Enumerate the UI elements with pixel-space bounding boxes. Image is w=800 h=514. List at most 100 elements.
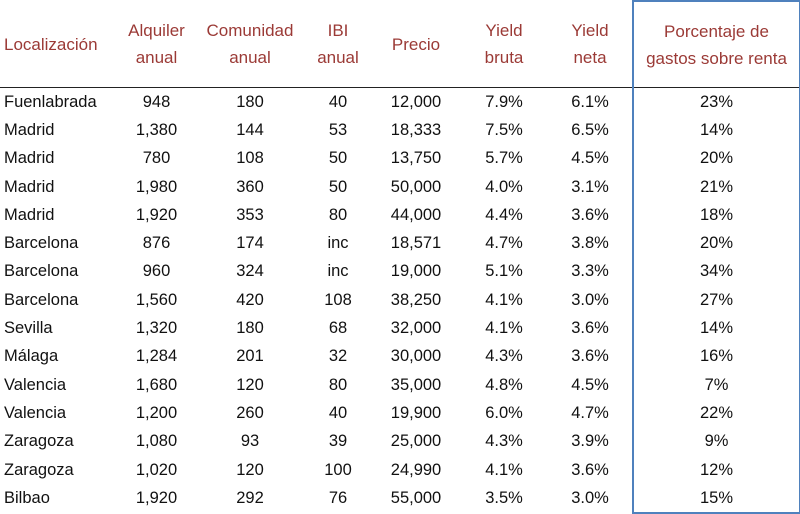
table-row: Barcelona 960 324 inc 19,000 5.1% 3.3% 34% [0,257,800,287]
cell-comunidad-anual: 174 [236,234,264,253]
cell-yield-bruta: 4.3% [485,347,523,366]
cell-comunidad-anual: 120 [236,375,264,394]
cell-yield-neta: 3.6% [571,347,609,366]
header-alquiler-anual: Alquiler anual [117,1,196,88]
cell-ibi-anual: 50 [328,149,348,168]
cell-precio: 35,000 [390,375,442,394]
cell-comunidad-anual: 144 [236,120,264,139]
cell-precio: 44,000 [390,205,442,224]
header-line: anual [317,48,359,67]
cell-yield-neta: 6.5% [571,120,609,139]
cell-localizacion: Sevilla [4,319,53,338]
cell-yield-neta: 4.5% [571,149,609,168]
cell-localizacion: Barcelona [4,290,79,309]
cell-localizacion: Madrid [4,205,55,224]
cell-ibi-anual: inc [327,234,349,253]
header-localizacion: Localización [0,1,117,88]
cell-alquiler-anual: 948 [142,92,171,111]
table-row: Madrid 1,380 144 53 18,333 7.5% 6.5% 14% [0,116,800,145]
cell-yield-bruta: 7.5% [485,120,523,139]
cell-localizacion: Zaragoza [4,432,74,451]
cell-ibi-anual: inc [327,262,349,281]
cell-comunidad-anual: 420 [236,290,264,309]
cell-alquiler-anual: 780 [142,149,171,168]
cell-localizacion: Madrid [4,120,55,139]
cell-yield-bruta: 5.7% [485,149,523,168]
cell-porcentaje-gastos: 16% [632,342,800,371]
cell-comunidad-anual: 93 [240,432,260,451]
cell-precio: 19,900 [390,403,442,422]
cell-yield-neta: 4.7% [571,403,609,422]
header-yield-bruta: Yield bruta [460,1,548,88]
header-line: anual [229,48,271,67]
cell-yield-bruta: 4.7% [485,234,523,253]
cell-yield-neta: 3.8% [571,234,609,253]
cell-localizacion: Madrid [4,149,55,168]
cell-ibi-anual: 100 [324,460,352,479]
table-row: Sevilla 1,320 180 68 32,000 4.1% 3.6% 14% [0,314,800,343]
cell-porcentaje-gastos: 20% [632,229,800,258]
cell-yield-bruta: 4.0% [485,177,523,196]
cell-porcentaje-gastos: 21% [632,172,800,202]
cell-ibi-anual: 80 [328,375,348,394]
header-line: anual [135,48,178,67]
cell-localizacion: Barcelona [4,234,79,253]
cell-yield-neta: 3.1% [571,177,609,196]
table-row: Madrid 1,920 353 80 44,000 4.4% 3.6% 18% [0,201,800,230]
table-row: Valencia 1,680 120 80 35,000 4.8% 4.5% 7% [0,370,800,400]
cell-porcentaje-gastos: 22% [632,399,800,428]
cell-alquiler-anual: 1,020 [135,460,178,479]
cell-precio: 25,000 [390,432,442,451]
cell-yield-neta: 4.5% [571,375,609,394]
cell-yield-bruta: 4.1% [485,460,523,479]
cell-yield-bruta: 4.1% [485,319,523,338]
cell-yield-bruta: 4.1% [485,290,523,309]
cell-localizacion: Valencia [4,403,67,422]
cell-alquiler-anual: 1,380 [135,120,178,139]
table-row: Zaragoza 1,080 93 39 25,000 4.3% 3.9% 9% [0,427,800,456]
cell-ibi-anual: 40 [328,92,348,111]
cell-ibi-anual: 68 [328,319,348,338]
header-ibi-anual: IBI anual [304,1,372,88]
cell-porcentaje-gastos: 9% [632,427,800,456]
cell-alquiler-anual: 1,980 [135,177,178,196]
cell-comunidad-anual: 180 [236,92,264,111]
cell-yield-neta: 3.3% [571,262,609,281]
cell-comunidad-anual: 120 [236,460,264,479]
cell-alquiler-anual: 1,320 [135,319,178,338]
cell-porcentaje-gastos: 27% [632,286,800,315]
cell-alquiler-anual: 1,560 [135,290,178,309]
header-line: Porcentaje de [664,21,769,41]
header-comunidad-anual: Comunidad anual [196,1,304,88]
cell-precio: 38,250 [390,290,442,309]
cell-porcentaje-gastos: 15% [632,484,800,514]
header-line: Precio [391,34,441,54]
cell-localizacion: Fuenlabrada [4,92,97,111]
cell-localizacion: Bilbao [4,489,50,508]
cell-yield-neta: 3.6% [571,205,609,224]
table-row: Madrid 780 108 50 13,750 5.7% 4.5% 20% [0,144,800,173]
cell-comunidad-anual: 180 [236,319,264,338]
cell-alquiler-anual: 876 [142,234,171,253]
cell-ibi-anual: 39 [328,432,348,451]
cell-comunidad-anual: 324 [236,262,264,281]
cell-comunidad-anual: 201 [236,347,264,366]
table-row: Madrid 1,980 360 50 50,000 4.0% 3.1% 21% [0,172,800,202]
cell-alquiler-anual: 960 [142,262,171,281]
cell-localizacion: Málaga [4,347,59,366]
cell-yield-bruta: 4.4% [485,205,523,224]
cell-yield-neta: 3.0% [571,489,609,508]
cell-precio: 50,000 [390,177,442,196]
cell-localizacion: Zaragoza [4,460,74,479]
header-yield-neta: Yield neta [548,1,633,88]
header-line: Localización [4,34,98,54]
header-line: Comunidad [206,21,294,40]
header-line: Yield [485,21,523,40]
cell-porcentaje-gastos: 23% [632,87,800,117]
table-row: Bilbao 1,920 292 76 55,000 3.5% 3.0% 15% [0,484,800,514]
cell-ibi-anual: 76 [328,489,348,508]
cell-precio: 55,000 [390,489,442,508]
cell-localizacion: Barcelona [4,262,79,281]
cell-yield-neta: 3.0% [571,290,609,309]
cell-precio: 18,571 [390,234,442,253]
